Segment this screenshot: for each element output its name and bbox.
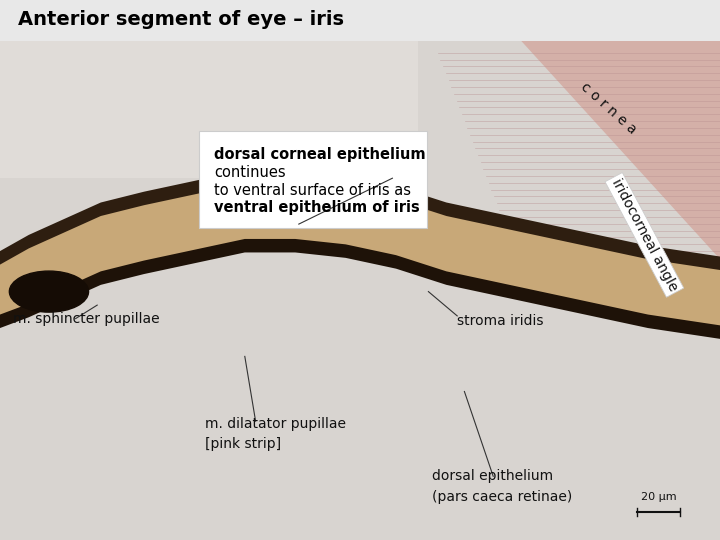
Text: iridocorneal angle: iridocorneal angle — [609, 177, 680, 293]
Polygon shape — [0, 178, 720, 329]
Text: m. dilatator pupillae: m. dilatator pupillae — [205, 417, 346, 431]
Text: [pink strip]: [pink strip] — [205, 437, 282, 451]
Text: dorsal epithelium: dorsal epithelium — [432, 469, 553, 483]
Text: stroma iridis: stroma iridis — [457, 314, 544, 328]
Text: continues: continues — [214, 165, 285, 180]
Text: (pars caeca retinae): (pars caeca retinae) — [432, 490, 572, 504]
Polygon shape — [432, 38, 720, 259]
Text: to ventral surface of iris as: to ventral surface of iris as — [214, 183, 411, 198]
FancyBboxPatch shape — [0, 40, 418, 178]
Text: c o r n e a: c o r n e a — [578, 79, 639, 137]
Text: Anterior segment of eye – iris: Anterior segment of eye – iris — [18, 10, 344, 30]
Ellipse shape — [9, 271, 89, 312]
FancyBboxPatch shape — [0, 40, 720, 540]
Text: m. sphincter pupillae: m. sphincter pupillae — [13, 312, 160, 326]
FancyBboxPatch shape — [199, 131, 427, 228]
Text: 20 μm: 20 μm — [641, 492, 677, 502]
Polygon shape — [0, 170, 720, 270]
FancyBboxPatch shape — [0, 0, 720, 40]
Polygon shape — [0, 239, 720, 339]
Text: dorsal corneal epithelium: dorsal corneal epithelium — [214, 147, 426, 162]
Text: ventral epithelium of iris: ventral epithelium of iris — [214, 200, 420, 215]
